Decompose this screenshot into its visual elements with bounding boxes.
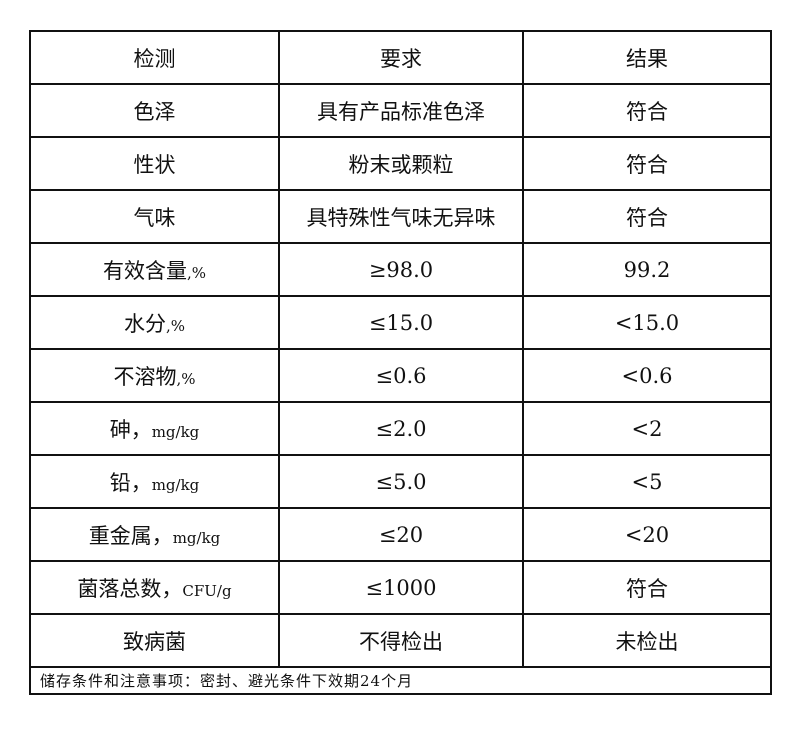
table-row: 性状 粉末或颗粒 符合 <box>29 136 772 191</box>
item-unit: CFU/g <box>182 581 232 600</box>
table-row: 气味 具特殊性气味无异味 符合 <box>29 189 772 244</box>
requirement-cell: ≤20 <box>278 507 524 562</box>
item-name: 水分 <box>123 311 166 336</box>
test-item: 不溶物,% <box>29 348 280 403</box>
item-name: 性状 <box>133 152 176 177</box>
result-cell: 符合 <box>522 136 772 191</box>
table-row: 砷，mg/kg ≤2.0 <2 <box>29 401 772 456</box>
requirement-cell: 具有产品标准色泽 <box>278 83 524 138</box>
item-unit: ,% <box>165 316 186 335</box>
requirement-cell: ≤5.0 <box>278 454 524 509</box>
item-unit: ,% <box>186 263 207 282</box>
item-name: 砷， <box>109 417 152 442</box>
result-cell: 符合 <box>522 83 772 138</box>
inspection-table: 检测 要求 结果 色泽 具有产品标准色泽 符合 性状 粉末或颗粒 符合 气味 具特殊性气味无异… <box>29 30 772 695</box>
requirement-cell: ≤1000 <box>278 560 524 615</box>
item-unit: ,% <box>176 369 196 388</box>
item-unit: mg/kg <box>151 422 200 441</box>
requirement-cell: 不得检出 <box>278 613 524 668</box>
test-item: 气味 <box>29 189 280 244</box>
test-item: 致病菌 <box>29 613 280 668</box>
item-name: 色泽 <box>133 99 176 124</box>
header-requirement: 要求 <box>278 30 524 85</box>
item-name: 重金属， <box>88 523 173 548</box>
requirement-cell: 粉末或颗粒 <box>278 136 524 191</box>
header-result: 结果 <box>522 30 772 85</box>
table-row: 水分,% ≤15.0 <15.0 <box>29 295 772 350</box>
requirement-cell: 具特殊性气味无异味 <box>278 189 524 244</box>
result-cell: <0.6 <box>522 348 772 403</box>
table-row: 铅，mg/kg ≤5.0 <5 <box>29 454 772 509</box>
storage-note: 储存条件和注意事项：密封、避光条件下效期24个月 <box>29 666 772 695</box>
table-row: 色泽 具有产品标准色泽 符合 <box>29 83 772 138</box>
test-item: 铅，mg/kg <box>29 454 280 509</box>
table-row: 有效含量,% ≥98.0 99.2 <box>29 242 772 297</box>
result-cell: 符合 <box>522 560 772 615</box>
result-cell: <20 <box>522 507 772 562</box>
result-cell: <15.0 <box>522 295 772 350</box>
test-item: 性状 <box>29 136 280 191</box>
test-item: 水分,% <box>29 295 280 350</box>
test-item: 色泽 <box>29 83 280 138</box>
header-test: 检测 <box>29 30 280 85</box>
result-cell: <2 <box>522 401 772 456</box>
header-row: 检测 要求 结果 <box>29 30 772 85</box>
item-name: 有效含量 <box>102 258 187 283</box>
table-row: 不溶物,% ≤0.6 <0.6 <box>29 348 772 403</box>
table-row: 菌落总数，CFU/g ≤1000 符合 <box>29 560 772 615</box>
item-name: 菌落总数， <box>77 576 183 601</box>
result-cell: 未检出 <box>522 613 772 668</box>
result-cell: 符合 <box>522 189 772 244</box>
footer-row: 储存条件和注意事项：密封、避光条件下效期24个月 <box>29 666 772 695</box>
test-item: 重金属，mg/kg <box>29 507 280 562</box>
test-item: 有效含量,% <box>29 242 280 297</box>
test-item: 菌落总数，CFU/g <box>29 560 280 615</box>
requirement-cell: ≤2.0 <box>278 401 524 456</box>
requirement-cell: ≤15.0 <box>278 295 524 350</box>
item-name: 致病菌 <box>123 629 186 654</box>
result-cell: <5 <box>522 454 772 509</box>
item-unit: mg/kg <box>172 528 221 547</box>
table-row: 重金属，mg/kg ≤20 <20 <box>29 507 772 562</box>
test-item: 砷，mg/kg <box>29 401 280 456</box>
requirement-cell: ≤0.6 <box>278 348 524 403</box>
item-name: 不溶物 <box>113 364 177 389</box>
requirement-cell: ≥98.0 <box>278 242 524 297</box>
item-unit: mg/kg <box>151 475 200 494</box>
table-row: 致病菌 不得检出 未检出 <box>29 613 772 668</box>
item-name: 气味 <box>133 205 176 230</box>
result-cell: 99.2 <box>522 242 772 297</box>
item-name: 铅， <box>109 470 152 495</box>
